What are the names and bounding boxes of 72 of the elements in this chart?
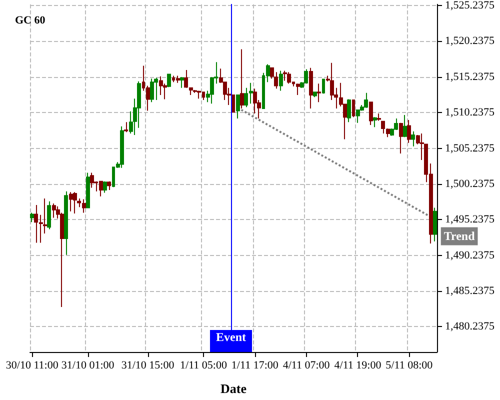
candlestick	[283, 70, 287, 82]
y-tick-label: 1,485.2375	[445, 285, 495, 298]
candlestick	[47, 200, 51, 230]
text: GC 60	[15, 14, 46, 26]
candlestick	[433, 207, 437, 242]
x-tick-label: 4/11 07:00	[282, 360, 330, 372]
candlestick	[52, 203, 56, 218]
candlestick	[69, 192, 73, 212]
candlestick	[279, 70, 283, 92]
candlestick	[317, 83, 321, 103]
candlestick	[159, 76, 163, 96]
y-tick-label: 1,520.2375	[445, 35, 495, 48]
candlestick	[364, 92, 368, 108]
candlestick	[403, 114, 407, 138]
candlestick	[197, 90, 201, 100]
candlestick	[407, 119, 411, 144]
y-tick-label: 1,525.2375	[445, 0, 495, 12]
candlestick	[420, 133, 424, 160]
series-label: Trend	[444, 229, 476, 244]
candlestick	[34, 204, 38, 244]
candlestick	[356, 109, 360, 124]
y-tick-label: 1,515.2375	[445, 70, 495, 83]
y-tick-label: 1,505.2375	[445, 142, 495, 154]
candlestick	[304, 68, 308, 84]
candlestick	[124, 122, 128, 133]
x-tick-label: 4/11 19:00	[334, 360, 382, 372]
candlestick	[240, 48, 244, 110]
candlestick	[253, 88, 257, 114]
candlestick	[381, 120, 385, 134]
candlestick	[309, 67, 313, 110]
x-tick-label: 31/10 15:00	[121, 360, 175, 372]
candlestick	[347, 98, 351, 123]
candlestick	[150, 78, 154, 103]
candlestick	[386, 128, 390, 138]
candlestick	[369, 102, 373, 126]
annotation: Event	[210, 330, 252, 352]
candlestick	[30, 212, 34, 223]
candlestick	[180, 76, 184, 88]
x-tick-label: 1/11 05:00	[180, 360, 228, 372]
x-axis-title: Date	[220, 381, 247, 396]
y-tick-label: 1,510.2375	[445, 106, 495, 119]
x-tick-label: 30/10 11:00	[6, 360, 59, 372]
candlestick	[236, 94, 240, 120]
y-tick-label: 1,480.2375	[445, 320, 495, 333]
candlestick	[377, 113, 381, 122]
candlestick	[411, 130, 415, 147]
candlestick	[399, 122, 403, 154]
candlestick	[167, 74, 171, 88]
candlestick	[64, 190, 68, 256]
candlestick	[86, 172, 90, 208]
candlestick	[296, 83, 300, 96]
x-tick-label: 5/11 08:00	[386, 360, 434, 372]
candlestick	[90, 172, 94, 188]
candlestick	[120, 126, 124, 168]
candlestick	[373, 116, 377, 128]
y-tick-label: 1,495.2375	[445, 214, 495, 226]
y-tick-label: 1,500.2375	[445, 178, 495, 190]
candlestick	[313, 92, 317, 98]
candlestick	[176, 75, 180, 84]
candlestick	[189, 87, 193, 96]
candlestick	[73, 192, 77, 214]
candlestick	[287, 72, 291, 84]
candlestick	[352, 99, 355, 118]
candlestick	[154, 77, 158, 100]
candlestick	[184, 70, 188, 88]
candlestick	[274, 72, 278, 90]
candlestick	[107, 180, 111, 190]
candlestick	[103, 180, 107, 194]
y-tick-label: 1,490.2375	[445, 249, 495, 262]
x-tick-label: 31/10 01:00	[61, 360, 115, 372]
x-tick-label: 1/11 17:00	[231, 360, 279, 372]
candlestick	[322, 78, 325, 94]
